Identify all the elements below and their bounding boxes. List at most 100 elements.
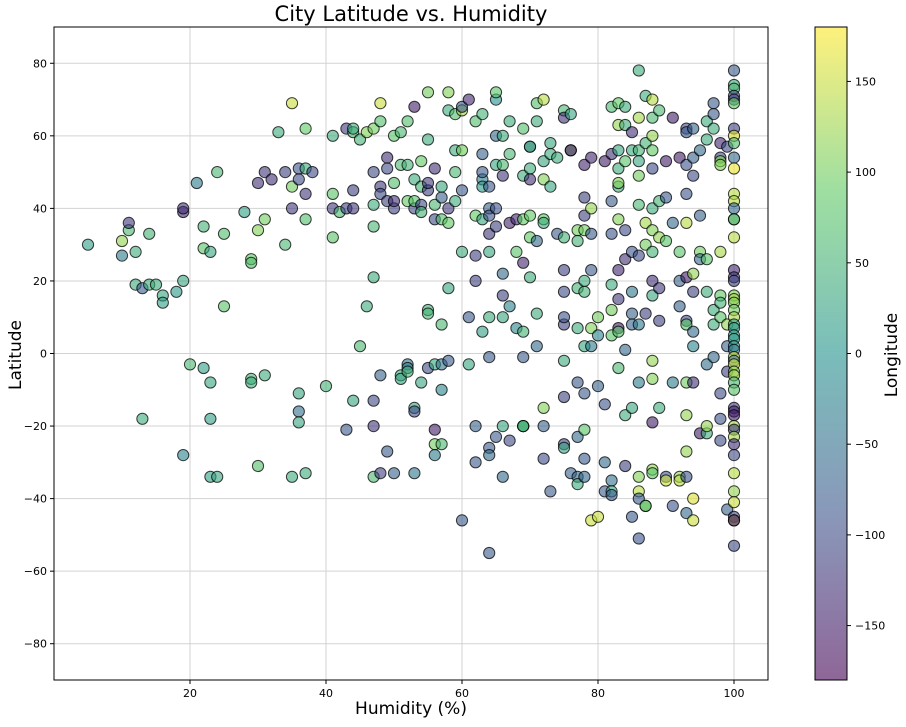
scatter-point xyxy=(258,369,271,382)
scatter-point xyxy=(646,245,659,258)
scatter-point xyxy=(517,420,530,433)
scatter-point xyxy=(435,180,448,193)
scatter-point xyxy=(591,510,605,523)
scatter-point xyxy=(632,169,645,182)
scatter-point xyxy=(251,176,265,190)
scatter-point xyxy=(632,155,645,168)
scatter-point xyxy=(537,93,550,106)
scatter-point xyxy=(605,303,618,317)
scatter-point xyxy=(211,166,224,179)
scatter-point xyxy=(347,184,360,197)
scatter-point xyxy=(659,234,673,248)
scatter-point xyxy=(449,166,462,179)
scatter-point xyxy=(367,271,380,284)
scatter-point xyxy=(687,492,700,505)
scatter-point xyxy=(177,449,190,462)
scatter-point xyxy=(687,376,700,389)
scatter-point xyxy=(401,365,414,378)
scatter-point xyxy=(680,187,693,200)
scatter-point xyxy=(544,485,557,498)
scatter-point xyxy=(299,467,312,480)
scatter-point xyxy=(530,307,543,320)
scatter-point xyxy=(415,376,428,389)
scatter-point xyxy=(476,147,489,161)
scatter-point xyxy=(714,296,727,309)
scatter-point xyxy=(435,438,448,451)
scatter-point xyxy=(557,231,571,244)
scatter-point xyxy=(483,449,496,462)
scatter-point xyxy=(204,412,217,425)
scatter-point xyxy=(727,151,741,164)
scatter-point xyxy=(211,470,224,483)
scatter-point xyxy=(727,496,741,509)
scatter-point xyxy=(190,176,203,190)
scatter-point xyxy=(496,129,509,142)
scatter-point xyxy=(483,351,496,364)
y-tick-label: 80 xyxy=(33,57,47,70)
scatter-point xyxy=(544,137,557,150)
scatter-point xyxy=(625,307,639,320)
scatter-point xyxy=(619,155,632,168)
scatter-point xyxy=(496,158,509,171)
scatter-point xyxy=(367,166,380,179)
scatter-point xyxy=(292,405,305,418)
scatter-point xyxy=(585,340,598,353)
scatter-point xyxy=(183,358,197,371)
x-axis-label: Humidity (%) xyxy=(355,699,467,719)
scatter-point xyxy=(299,213,312,226)
scatter-point xyxy=(136,412,149,425)
scatter-point xyxy=(653,314,666,327)
scatter-point xyxy=(496,470,509,483)
scatter-point xyxy=(687,169,700,182)
scatter-point xyxy=(659,155,673,168)
scatter-point xyxy=(727,485,741,498)
scatter-point xyxy=(707,97,720,110)
scatter-point xyxy=(680,445,693,458)
y-tick-label: 40 xyxy=(33,202,47,215)
scatter-point xyxy=(428,423,441,436)
scatter-point xyxy=(727,231,741,244)
y-tick-label: −80 xyxy=(24,638,47,651)
scatter-point xyxy=(646,467,659,480)
scatter-point xyxy=(687,267,700,280)
x-axis-ticks: 20 40 60 80 100 xyxy=(183,680,745,700)
scatter-point xyxy=(326,231,339,244)
scatter-point xyxy=(374,115,387,128)
scatter-point xyxy=(557,441,571,454)
scatter-point xyxy=(632,532,645,545)
scatter-point xyxy=(632,111,645,124)
y-tick-label: −60 xyxy=(24,565,47,578)
scatter-point xyxy=(149,278,163,291)
scatter-point xyxy=(625,126,639,139)
points-layer xyxy=(81,64,741,560)
scatter-point xyxy=(435,318,448,331)
scatter-point xyxy=(496,420,509,433)
scatter-point xyxy=(632,376,645,389)
x-tick-label: 80 xyxy=(591,687,605,700)
scatter-point xyxy=(347,394,360,407)
scatter-point xyxy=(687,340,700,353)
scatter-point xyxy=(523,271,537,284)
scatter-point xyxy=(455,184,469,197)
scatter-point xyxy=(156,296,169,309)
scatter-point xyxy=(612,293,625,306)
scatter-point xyxy=(544,180,557,193)
colorbar-ticks: −150 −100 −50 0 50 100 150 xyxy=(847,75,885,633)
scatter-point xyxy=(319,380,333,393)
scatter-point xyxy=(646,129,659,142)
scatter-point xyxy=(238,205,251,219)
x-tick-label: 60 xyxy=(455,687,469,700)
scatter-point xyxy=(591,380,605,393)
scatter-point xyxy=(170,285,183,298)
scatter-point xyxy=(530,340,543,353)
scatter-point xyxy=(578,274,591,287)
scatter-point xyxy=(659,474,673,487)
scatter-point xyxy=(727,97,741,110)
scatter-point xyxy=(489,430,503,443)
scatter-point xyxy=(415,155,428,168)
scatter-point xyxy=(81,238,95,251)
scatter-point xyxy=(217,300,231,313)
scatter-point xyxy=(727,409,741,422)
scatter-point xyxy=(557,264,571,277)
scatter-point xyxy=(578,470,591,483)
